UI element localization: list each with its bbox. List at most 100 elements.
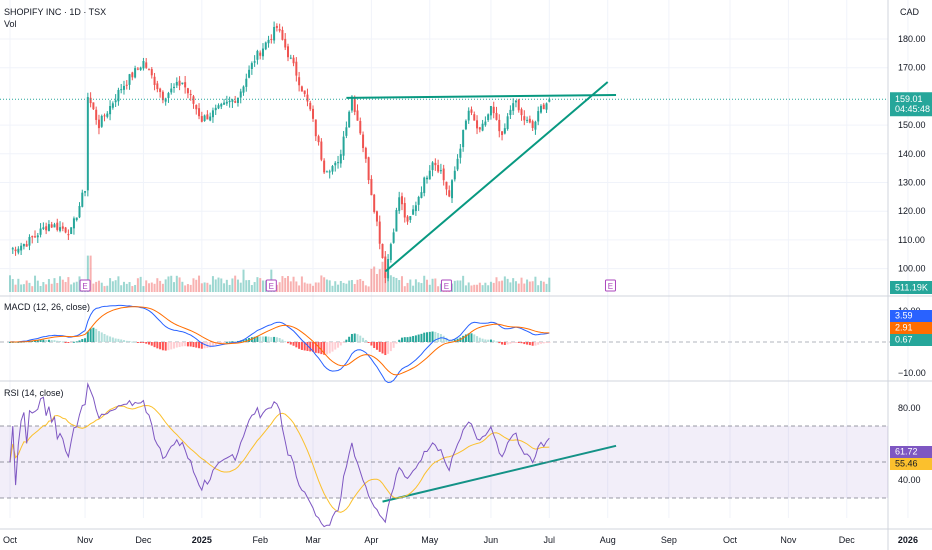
candle: [220, 103, 223, 107]
time-tick-label: Dec: [135, 535, 152, 545]
candle: [389, 244, 392, 260]
macd-histogram-bar: [173, 342, 176, 349]
volume-bar: [134, 284, 137, 292]
candle: [11, 248, 14, 250]
candle: [517, 99, 520, 111]
rsi-ma-badge-bg: [890, 458, 932, 470]
macd-histogram-bar: [61, 341, 64, 343]
time-tick-label: Aug: [600, 535, 616, 545]
candle: [412, 209, 415, 215]
volume-bar: [256, 277, 259, 292]
volume-bar: [412, 285, 415, 292]
volume-bar: [289, 281, 292, 292]
volume-bar: [398, 280, 401, 292]
volume-bar: [125, 283, 128, 292]
volume-bar: [189, 284, 192, 292]
volume-bar: [100, 282, 103, 292]
macd-histogram-bar: [531, 342, 534, 346]
volume-bar: [159, 280, 162, 292]
candle: [206, 114, 209, 120]
volume-bar: [467, 282, 470, 292]
candle: [345, 127, 348, 136]
candle: [275, 25, 278, 28]
macd-histogram-bar: [387, 342, 390, 354]
macd-histogram-bar: [36, 340, 39, 342]
candle: [520, 109, 523, 116]
macd-histogram-bar: [245, 338, 248, 342]
candle: [359, 120, 362, 134]
currency-label[interactable]: CAD: [900, 7, 920, 17]
candle: [489, 106, 492, 116]
volume-bar: [220, 278, 223, 292]
candle: [192, 96, 195, 104]
macd-histogram-bar: [537, 342, 540, 345]
time-tick-label: Dec: [839, 535, 856, 545]
price-axis[interactable]: CAD Oct Nov Dec 2025 Feb Mar Apr May Jun Jul Aug Se…: [3, 7, 932, 545]
macd-histogram-bar: [464, 334, 467, 342]
macd-histogram-bar: [100, 332, 103, 342]
price-tick-label: 100.00: [898, 264, 926, 274]
rsi-support-trendline: [382, 444, 617, 503]
candle: [531, 121, 534, 128]
candle: [148, 69, 150, 71]
volume-bar: [170, 275, 173, 292]
volume-bar: [142, 286, 145, 292]
candle: [523, 116, 526, 121]
volume-bar: [520, 277, 523, 292]
candle: [328, 171, 331, 173]
volume-bar: [489, 281, 492, 292]
volume-bar: [106, 285, 109, 292]
candle: [159, 88, 162, 92]
volume-bar: [209, 284, 212, 292]
macd-histogram-bar: [442, 335, 445, 342]
macd-badge-bg: [890, 310, 932, 322]
candle: [248, 69, 251, 78]
volume-bar: [392, 276, 395, 292]
volume-bar: [175, 275, 178, 292]
candle: [170, 88, 173, 93]
macd-histogram-bar: [184, 342, 187, 347]
macd-histogram-bar: [467, 333, 470, 342]
volume-bar: [22, 284, 25, 292]
volume-bar: [492, 282, 495, 292]
price-tick-label: 170.00: [898, 63, 926, 73]
volume-bar: [239, 282, 242, 292]
macd-histogram-bar: [389, 342, 392, 352]
candle: [103, 115, 106, 117]
volume-bar: [61, 279, 64, 292]
volume-bar: [122, 281, 125, 292]
macd-histogram-bar: [89, 328, 92, 342]
macd-histogram-bar: [523, 342, 526, 345]
macd-histogram-bar: [534, 342, 537, 346]
volume-bar: [342, 282, 345, 292]
volume-bar: [364, 285, 367, 292]
volume-bar: [373, 266, 376, 292]
candle: [59, 227, 62, 231]
macd-histogram-bar: [417, 334, 420, 342]
earnings-label: E: [608, 282, 613, 291]
macd-histogram-bar: [150, 342, 153, 346]
candle: [131, 72, 134, 78]
candle: [181, 82, 184, 85]
macd-histogram-bar: [362, 337, 365, 342]
volume-bar: [292, 276, 295, 292]
volume-bar: [284, 277, 287, 292]
volume-bar: [501, 280, 504, 292]
volume-bar: [370, 268, 373, 292]
candle: [209, 116, 212, 121]
candle: [167, 93, 170, 98]
volume-bar: [495, 277, 498, 292]
support-trendline: [384, 81, 609, 273]
macd-histogram-bar: [228, 341, 231, 343]
candle: [214, 107, 217, 111]
volume-bar: [86, 255, 89, 292]
candle: [139, 67, 142, 70]
candle: [261, 48, 264, 57]
candle: [45, 226, 48, 231]
macd-histogram-bar: [189, 342, 192, 347]
volume-bar: [431, 278, 434, 292]
candle: [464, 120, 467, 130]
signal-badge-bg: [890, 322, 932, 334]
